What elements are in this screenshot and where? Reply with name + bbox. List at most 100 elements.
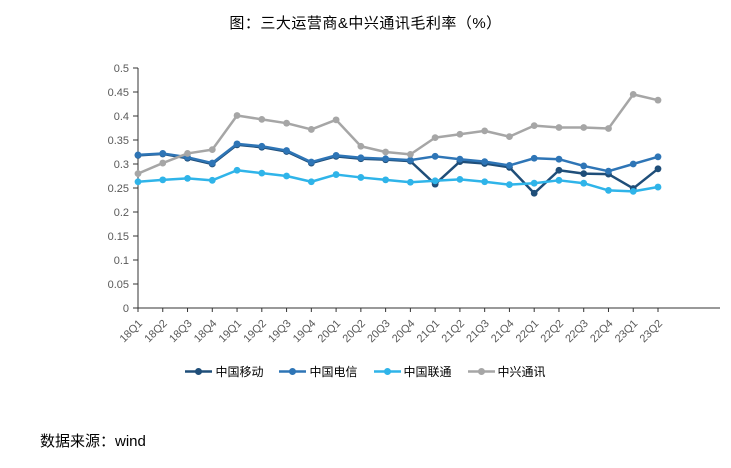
x-tick-label: 18Q1: [118, 318, 146, 346]
series-line-china-telecom: [136, 142, 660, 173]
data-point-zte: [456, 130, 464, 138]
data-point-zte: [431, 134, 439, 142]
data-point-china-unicom: [456, 175, 464, 183]
x-tick-label: 19Q3: [266, 318, 294, 346]
x-axis-ticks: 18Q118Q218Q318Q419Q119Q219Q319Q420Q120Q2…: [118, 308, 666, 346]
x-tick-label: 20Q2: [340, 318, 368, 346]
legend-item-china-mobile: 中国移动: [185, 363, 263, 380]
series-line-china-unicom: [136, 168, 660, 193]
data-point-china-telecom: [431, 152, 439, 160]
gross-margin-line-chart: 0 0.05 0.1 0.15 0.2 0.25 0.3 0.35 0.4 0.45 0.5 18Q1…: [108, 63, 720, 346]
data-point-china-telecom: [357, 154, 365, 162]
data-point-zte: [530, 122, 538, 129]
chart-title: 图：三大运营商&中兴通讯毛利率（%）: [229, 15, 502, 32]
x-tick-label: 19Q2: [241, 318, 269, 346]
series-china-telecom: [134, 140, 662, 175]
data-point-china-unicom: [654, 183, 662, 191]
data-point-china-mobile: [654, 165, 662, 173]
chart-legend: 中国移动 中国电信 中国联通 中兴通讯: [0, 363, 731, 380]
data-point-china-telecom: [332, 151, 340, 159]
data-point-china-telecom: [406, 156, 414, 164]
data-point-china-unicom: [629, 187, 637, 195]
legend-dot: [289, 368, 297, 375]
legend-marker-china-unicom: [373, 368, 401, 375]
data-point-zte: [357, 142, 365, 150]
data-point-china-unicom: [159, 176, 167, 184]
x-tick-label: 19Q1: [217, 318, 245, 346]
y-tick-label: 0.15: [108, 231, 129, 243]
data-point-china-unicom: [233, 166, 241, 174]
data-point-zte: [654, 96, 662, 104]
x-tick-label: 20Q3: [365, 318, 393, 346]
series-line-zte: [136, 93, 660, 175]
data-point-china-telecom: [382, 155, 390, 163]
data-point-zte: [283, 119, 290, 127]
series-china-unicom: [134, 166, 662, 195]
data-point-china-mobile: [580, 170, 588, 178]
y-tick-label: 0.5: [114, 63, 129, 75]
data-point-zte: [629, 91, 637, 98]
data-point-zte: [481, 127, 489, 135]
legend-item-zte: 中兴通讯: [467, 363, 546, 380]
x-tick-label: 18Q4: [192, 318, 220, 346]
legend-label-china-mobile: 中国移动: [215, 365, 264, 379]
legend-item-china-telecom: 中国电信: [279, 363, 358, 380]
legend-dot: [477, 368, 485, 375]
x-tick-label: 22Q2: [539, 318, 567, 346]
legend-item-china-unicom: 中国联通: [373, 363, 452, 380]
data-point-zte: [406, 151, 414, 158]
legend-marker-china-telecom: [279, 368, 307, 375]
legend-dot: [383, 368, 391, 375]
data-point-china-unicom: [406, 178, 414, 186]
data-point-china-telecom: [307, 158, 315, 166]
x-tick-label: 22Q3: [563, 318, 591, 346]
data-point-china-telecom: [456, 155, 464, 163]
x-tick-label: 19Q4: [291, 318, 319, 346]
y-tick-label: 0.2: [114, 207, 129, 219]
data-point-china-unicom: [332, 171, 340, 178]
data-point-zte: [605, 125, 612, 132]
x-tick-label: 21Q3: [464, 318, 492, 346]
data-point-zte: [332, 116, 340, 124]
data-point-china-telecom: [159, 150, 167, 157]
data-point-zte: [134, 170, 142, 178]
x-tick-label: 20Q4: [390, 318, 418, 346]
data-point-china-unicom: [208, 176, 216, 184]
data-point-zte: [208, 146, 216, 154]
data-point-china-mobile: [530, 189, 538, 197]
data-point-zte: [258, 115, 266, 123]
data-point-china-unicom: [481, 178, 489, 186]
data-point-china-telecom: [530, 154, 538, 162]
x-tick-label: 23Q1: [613, 318, 641, 346]
data-point-china-telecom: [580, 162, 588, 170]
y-tick-label: 0.05: [108, 279, 129, 291]
data-point-zte: [555, 124, 563, 131]
data-point-china-telecom: [283, 147, 290, 154]
data-point-zte: [307, 126, 315, 133]
series-zte: [134, 91, 662, 178]
x-tick-label: 20Q1: [316, 318, 344, 346]
data-point-china-unicom: [184, 175, 191, 182]
data-point-china-unicom: [431, 177, 439, 185]
x-tick-label: 22Q4: [588, 318, 616, 346]
data-point-china-telecom: [208, 159, 216, 167]
data-point-china-telecom: [629, 160, 637, 168]
data-point-zte: [580, 124, 588, 131]
y-tick-label: 0.4: [114, 111, 129, 123]
data-point-zte: [506, 133, 513, 141]
y-tick-label: 0.3: [114, 159, 129, 171]
data-point-china-unicom: [555, 176, 563, 184]
data-point-china-telecom: [134, 151, 142, 159]
legend-label-china-unicom: 中国联通: [403, 365, 452, 379]
x-tick-label: 23Q2: [638, 318, 666, 346]
x-tick-label: 18Q2: [142, 318, 170, 346]
legend-marker-zte: [467, 368, 495, 375]
data-point-china-mobile: [555, 166, 563, 174]
x-tick-label: 21Q2: [440, 318, 468, 346]
data-point-china-telecom: [605, 167, 612, 175]
data-point-china-telecom: [258, 142, 266, 150]
data-point-china-telecom: [233, 140, 241, 148]
data-point-zte: [382, 148, 390, 156]
y-tick-label: 0.1: [114, 255, 129, 267]
